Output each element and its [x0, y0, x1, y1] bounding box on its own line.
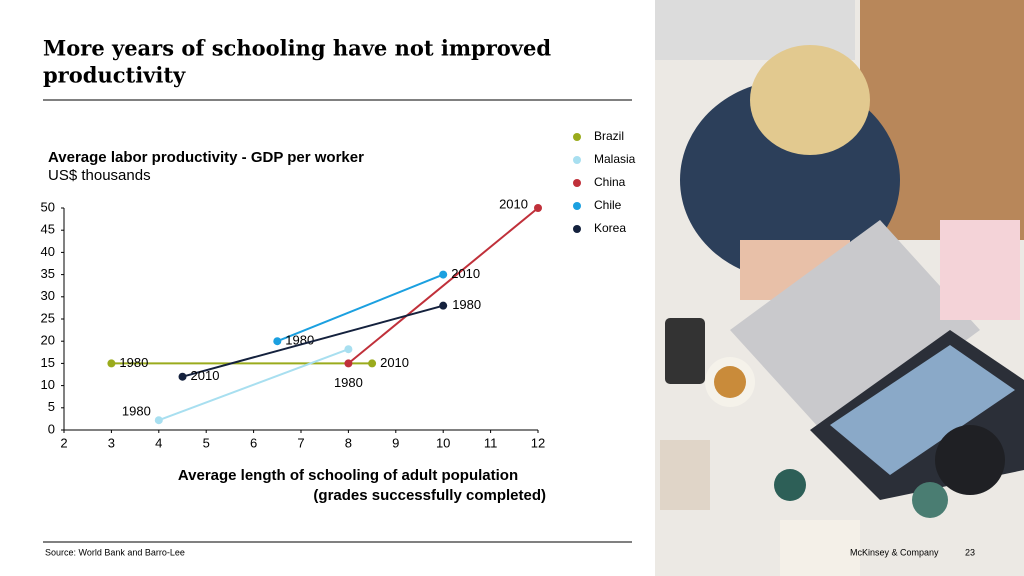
point-label: 1980	[119, 355, 148, 370]
chart-subtitle: US$ thousands	[48, 167, 151, 184]
series-line	[182, 304, 444, 378]
slide-title-line: More years of schooling have not improve…	[43, 36, 551, 61]
series-line	[158, 348, 349, 422]
x-tick-label: 8	[345, 435, 352, 450]
series-line	[276, 273, 444, 343]
x-tick-label: 12	[531, 435, 545, 450]
x-tick-label: 10	[436, 435, 450, 450]
point	[273, 337, 282, 346]
legend-marker	[573, 133, 581, 141]
y-tick-label: 50	[41, 199, 55, 214]
y-tick-label: 20	[41, 333, 55, 348]
x-tick-label: 11	[484, 435, 498, 450]
point-label: 2010	[451, 266, 480, 281]
x-axis-label: (grades successfully completed)	[313, 487, 546, 504]
point-label: 2010	[380, 355, 409, 370]
y-tick-label: 10	[41, 377, 55, 392]
point	[439, 301, 448, 310]
x-tick-label: 6	[250, 435, 257, 450]
legend-marker	[573, 225, 581, 233]
legend-marker	[573, 156, 581, 164]
y-tick-label: 40	[41, 244, 55, 259]
point	[344, 345, 353, 354]
y-tick-label: 15	[41, 355, 55, 370]
chart-title: Average labor productivity - GDP per wor…	[48, 149, 364, 166]
x-axis-label: Average length of schooling of adult pop…	[178, 467, 518, 484]
y-tick-label: 30	[41, 288, 55, 303]
y-tick-label: 45	[41, 222, 55, 237]
point	[439, 270, 448, 279]
x-tick-label: 9	[392, 435, 399, 450]
y-tick-label: 5	[48, 399, 55, 414]
point-label: 2010	[499, 196, 528, 211]
legend-label: Chile	[594, 198, 622, 212]
x-tick-label: 4	[155, 435, 162, 450]
legend-label: Malasia	[594, 152, 636, 166]
y-tick-label: 35	[41, 266, 55, 281]
point	[534, 204, 542, 212]
point	[368, 359, 377, 368]
x-tick-label: 7	[297, 435, 304, 450]
x-tick-label: 2	[60, 435, 67, 450]
footer: McKinsey & Company	[850, 547, 939, 557]
legend-marker	[573, 179, 581, 187]
legend-label: China	[594, 175, 626, 189]
page-number: 23	[965, 547, 975, 557]
slide-title-line: productivity	[43, 63, 186, 88]
point	[344, 359, 353, 368]
point	[178, 372, 187, 381]
point	[154, 416, 163, 425]
photo	[655, 0, 1024, 576]
point-label: 1980	[334, 375, 363, 390]
legend-marker	[573, 202, 581, 210]
y-tick-label: 0	[48, 421, 55, 436]
series-line	[347, 207, 539, 365]
point-label: 1980	[285, 333, 314, 348]
point-label: 2010	[191, 368, 220, 383]
y-tick-label: 25	[41, 310, 55, 325]
legend-label: Korea	[594, 221, 626, 235]
legend-label: Brazil	[594, 129, 624, 143]
point-label: 1980	[452, 297, 481, 312]
point-label: 1980	[122, 404, 151, 419]
point	[107, 359, 116, 368]
source: Source: World Bank and Barro-Lee	[45, 547, 185, 557]
x-tick-label: 5	[203, 435, 210, 450]
x-tick-label: 3	[108, 435, 115, 450]
